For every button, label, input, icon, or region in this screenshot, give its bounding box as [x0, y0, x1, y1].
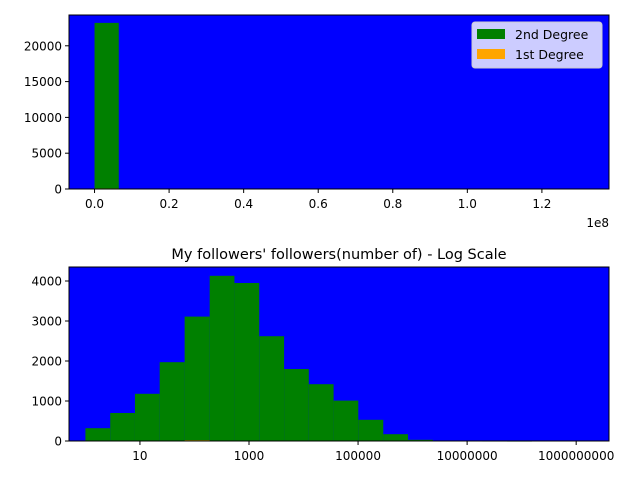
top-bars — [94, 22, 119, 190]
top-x-tick-label: 0.8 — [383, 197, 402, 211]
bottom-chart-title: My followers' followers(number of) - Log… — [171, 247, 506, 263]
bottom-bar-2nd-degree — [85, 428, 111, 441]
top-axes-frame — [68, 14, 610, 190]
top-x-tick-label: 0.6 — [309, 197, 328, 211]
top-y-tick-label: 5000 — [31, 147, 62, 161]
top-x-scale-label: 1e8 — [586, 216, 609, 230]
legend: 2nd Degree 1st Degree — [471, 21, 603, 69]
bottom-x-tick-label: 1000 — [234, 449, 265, 463]
legend-label-2nd-degree: 2nd Degree — [515, 27, 589, 42]
bottom-y-tick-label: 0 — [54, 435, 62, 449]
bottom-histogram: My followers' followers(number of) - Log… — [31, 247, 614, 463]
bottom-bar-2nd-degree — [110, 413, 135, 441]
top-x-tick-label: 0.2 — [160, 197, 179, 211]
top-x-tick-label: 0.0 — [85, 197, 104, 211]
bottom-bar-2nd-degree — [358, 419, 384, 441]
bottom-y-tick-label: 4000 — [31, 275, 62, 289]
top-y-tick-label: 10000 — [24, 111, 62, 125]
bottom-bar-2nd-degree — [308, 384, 334, 441]
bottom-bar-2nd-degree — [134, 393, 160, 441]
bottom-x-tick-label: 1000000000 — [538, 449, 614, 463]
bottom-x-axis: 10 1000 100000 10000000 1000000000 — [132, 441, 614, 463]
bottom-x-tick-label: 10000000 — [437, 449, 498, 463]
top-y-tick-label: 20000 — [24, 39, 62, 53]
bottom-bar-2nd-degree — [234, 283, 260, 441]
bottom-bar-2nd-degree — [333, 400, 359, 441]
bottom-axes-frame — [68, 266, 610, 442]
top-x-tick-label: 0.4 — [234, 197, 253, 211]
bottom-y-axis: 0 1000 2000 3000 4000 — [31, 275, 69, 449]
bottom-y-tick-label: 3000 — [31, 315, 62, 329]
bottom-bars — [85, 275, 532, 442]
bottom-x-tick-label: 100000 — [335, 449, 381, 463]
bottom-bar-2nd-degree — [209, 275, 235, 441]
legend-label-1st-degree: 1st Degree — [515, 47, 584, 62]
top-y-axis: 0 5000 10000 15000 20000 — [24, 39, 69, 197]
bottom-x-tick-label: 10 — [132, 449, 147, 463]
bottom-bar-2nd-degree — [184, 316, 210, 441]
bottom-bar-2nd-degree — [408, 439, 433, 441]
top-y-tick-label: 0 — [54, 183, 62, 197]
top-x-tick-label: 1.0 — [458, 197, 477, 211]
bottom-bar-2nd-degree — [383, 434, 409, 441]
bottom-bar-2nd-degree — [284, 369, 309, 441]
legend-swatch-2nd-degree — [477, 29, 505, 39]
bottom-y-tick-label: 1000 — [31, 395, 62, 409]
top-bar-2nd-degree — [94, 22, 119, 190]
legend-swatch-1st-degree — [477, 49, 505, 59]
top-x-tick-label: 1.2 — [532, 197, 551, 211]
bottom-bar-2nd-degree — [159, 362, 185, 441]
top-y-tick-label: 15000 — [24, 75, 62, 89]
top-x-axis: 0.0 0.2 0.4 0.6 0.8 1.0 1.2 — [85, 189, 551, 211]
bottom-bar-2nd-degree — [259, 336, 285, 441]
bottom-y-tick-label: 2000 — [31, 355, 62, 369]
top-histogram: 0.0 0.2 0.4 0.6 0.8 1.0 1.2 0 5000 10000 15000 200… — [24, 14, 610, 230]
